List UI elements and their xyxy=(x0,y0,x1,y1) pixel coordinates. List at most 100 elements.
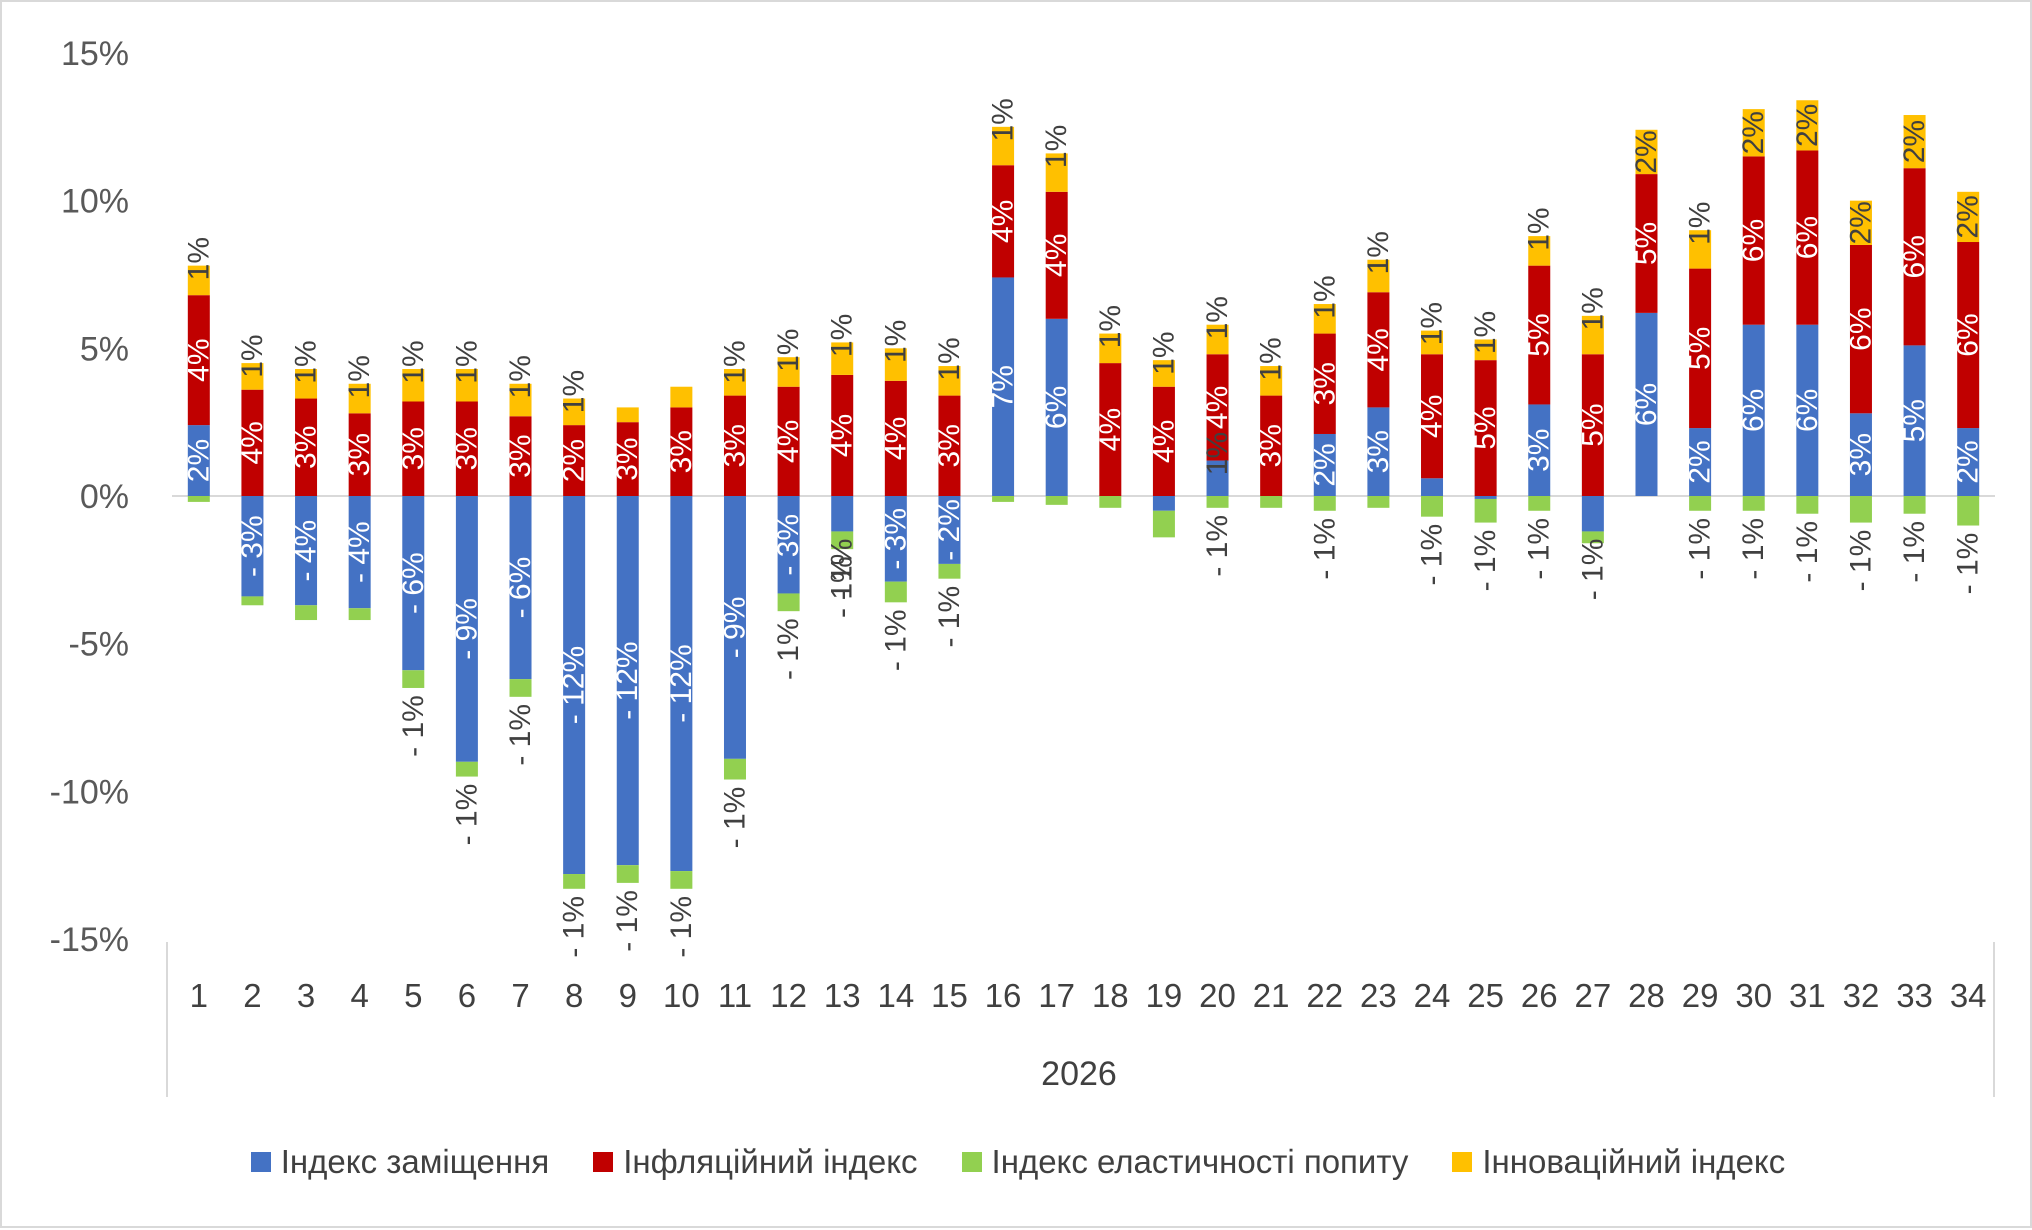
x-tick-label: 25 xyxy=(1467,977,1504,1014)
y-tick-label: -15% xyxy=(50,921,129,959)
data-label: 1% xyxy=(450,340,483,383)
bar-segment xyxy=(777,593,800,612)
bar-segment xyxy=(1903,115,1926,169)
data-label: 3% xyxy=(1308,362,1341,405)
data-label: - 4% xyxy=(343,521,376,583)
bar-segment xyxy=(884,380,907,496)
bar-segment xyxy=(1260,366,1283,396)
data-label: - 1% xyxy=(826,556,859,618)
data-label: 2% xyxy=(1630,130,1663,173)
bar-segment xyxy=(992,496,1015,502)
data-label: - 1% xyxy=(1576,539,1609,601)
bar-segment xyxy=(1206,354,1229,461)
data-label: 1% xyxy=(1576,287,1609,330)
bar-segment xyxy=(1367,407,1390,496)
legend-item-elasticity: Індекс еластичності попиту xyxy=(961,1143,1409,1181)
data-label: 1% xyxy=(1416,302,1449,345)
bar-segment xyxy=(1581,531,1604,544)
legend-swatch-inflation xyxy=(593,1152,614,1172)
data-label: 6% xyxy=(1952,313,1985,356)
bar-segment xyxy=(777,496,800,594)
data-label: 4% xyxy=(987,200,1020,243)
data-label: 1% xyxy=(1308,275,1341,318)
data-label: 3% xyxy=(1523,429,1556,472)
data-label: 3% xyxy=(290,426,323,469)
bar-segment xyxy=(1849,496,1872,523)
data-label: - 1% xyxy=(665,896,698,958)
x-tick-label: 5 xyxy=(404,977,422,1014)
data-label: 4% xyxy=(1094,408,1127,451)
bar-segment xyxy=(992,165,1015,278)
bar-segment xyxy=(1206,324,1229,355)
x-tick-label: 21 xyxy=(1253,977,1290,1014)
bar-segment xyxy=(1581,315,1604,355)
data-label: 4% xyxy=(1362,328,1395,371)
data-label: 1% xyxy=(236,334,269,377)
x-tick-label: 9 xyxy=(619,977,637,1014)
data-label: 5% xyxy=(1469,406,1502,449)
bar-segment xyxy=(831,496,854,532)
data-label: 3% xyxy=(665,430,698,473)
bar-segment xyxy=(1206,496,1229,508)
bar-segment xyxy=(1796,496,1819,514)
data-label: 1% xyxy=(558,370,591,413)
bar-segment xyxy=(241,596,264,606)
bar-segment xyxy=(670,407,693,496)
data-label: 1% xyxy=(504,355,537,398)
bar-segment xyxy=(1903,168,1926,346)
bar-segment xyxy=(1474,496,1497,499)
x-tick-label: 12 xyxy=(770,977,807,1014)
data-label: 6% xyxy=(1737,389,1770,432)
data-label: - 1% xyxy=(1952,533,1985,595)
bar-segment xyxy=(402,670,425,688)
bar-segment xyxy=(1742,496,1765,511)
legend-item-innovation: Інноваційний індекс xyxy=(1452,1143,1785,1181)
data-label: 4% xyxy=(1201,386,1234,429)
data-label: - 1% xyxy=(1523,518,1556,580)
bar-segment xyxy=(1367,496,1390,508)
bar-segment xyxy=(563,425,586,496)
x-tick-label: 4 xyxy=(350,977,368,1014)
bar-segment xyxy=(1796,100,1819,151)
y-tick-label: 10% xyxy=(61,183,129,221)
bar-segment xyxy=(1421,478,1444,496)
bar-segment xyxy=(723,496,746,759)
x-tick-label: 17 xyxy=(1038,977,1075,1014)
x-tick-label: 33 xyxy=(1896,977,1933,1014)
data-label: 2% xyxy=(558,439,591,482)
bar-segment xyxy=(1581,354,1604,496)
data-label: 3% xyxy=(933,424,966,467)
bar-segment xyxy=(1635,129,1658,175)
data-label: 1% xyxy=(1362,231,1395,274)
data-label: 5% xyxy=(1576,403,1609,446)
data-label: 4% xyxy=(879,417,912,460)
x-tick-label: 30 xyxy=(1735,977,1772,1014)
bar-segment xyxy=(509,383,532,417)
x-tick-label: 2 xyxy=(243,977,261,1014)
data-label: 2% xyxy=(1844,201,1877,244)
bar-segment xyxy=(1152,496,1175,511)
data-label: 3% xyxy=(611,437,644,480)
bar-segment xyxy=(1849,200,1872,245)
bar-segment xyxy=(1474,339,1497,361)
bar-segment xyxy=(1313,304,1336,334)
data-label: 1% xyxy=(718,340,751,383)
data-label: 3% xyxy=(1362,430,1395,473)
legend-label-elasticity: Індекс еластичності попиту xyxy=(991,1143,1409,1180)
bar-segment xyxy=(1260,395,1283,496)
data-label: 1% xyxy=(879,320,912,363)
bar-segment xyxy=(1474,498,1497,523)
bar-segment xyxy=(1421,354,1444,479)
bar-segment xyxy=(1689,268,1712,429)
bar-segment xyxy=(616,422,639,496)
bar-segment xyxy=(295,496,318,606)
data-label: 1% xyxy=(1201,296,1234,339)
bar-segment xyxy=(1849,244,1872,414)
bar-segment xyxy=(884,581,907,603)
x-tick-label: 31 xyxy=(1789,977,1826,1014)
data-label: 4% xyxy=(236,421,269,464)
data-label: - 1% xyxy=(397,695,430,757)
x-tick-label: 3 xyxy=(297,977,315,1014)
data-label: - 9% xyxy=(450,598,483,660)
